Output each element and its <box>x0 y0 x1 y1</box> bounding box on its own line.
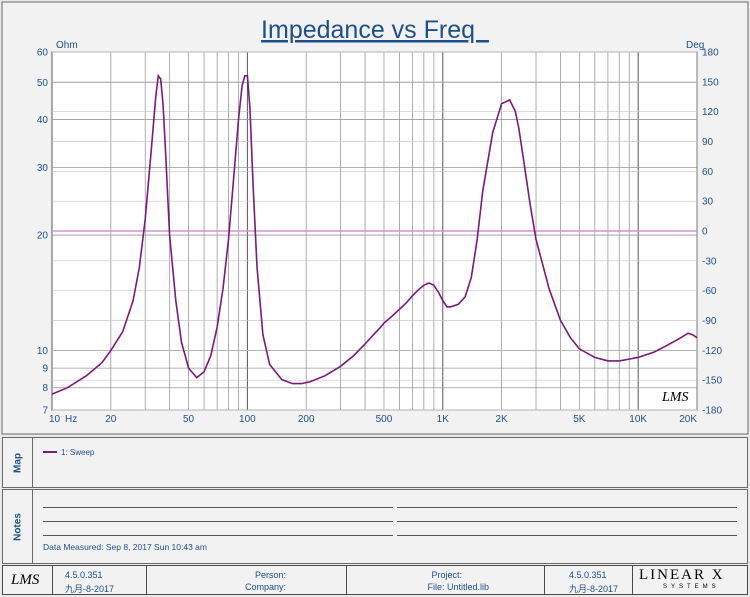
notes-line <box>43 535 393 536</box>
x-tick-label: 50 <box>183 414 195 425</box>
footer-person-cell: Person: Company: <box>147 566 347 594</box>
y2-tick-label: -120 <box>702 346 722 357</box>
notes-line <box>397 521 737 522</box>
notes-label: Notes <box>12 512 23 541</box>
y-unit-label: Ohm <box>56 40 78 51</box>
y2-tick-label: 90 <box>702 137 714 148</box>
x-tick-label: 10 <box>49 414 61 425</box>
y-tick-label: 20 <box>37 231 49 242</box>
x-tick-label: 20K <box>679 414 697 425</box>
impedance-chart: Impedance vs Freq Ohm Deg 7 8 9 10 20 30 40 50 6… <box>1 1 749 435</box>
footer-company-label: Company: <box>244 582 286 592</box>
data-measured: Data Measured: Sep 8, 2017 Sun 10:43 am <box>43 542 207 552</box>
y-tick-label: 40 <box>37 115 49 126</box>
brand-sub: SYSTEMS <box>663 584 720 590</box>
notes-line <box>397 535 737 536</box>
x-tick-label: 2K <box>495 414 508 425</box>
footer-project-cell: Project: File: Untitled.lib <box>347 566 545 594</box>
legend-swatch <box>43 451 57 453</box>
x-tick-label: 100 <box>239 414 256 425</box>
y2-tick-label: 0 <box>702 227 708 238</box>
y2-tick-label: -150 <box>702 376 722 387</box>
x-tick-label: 5K <box>573 414 586 425</box>
x-tick-label: 10K <box>629 414 647 425</box>
notes-panel: Notes Data Measured: Sep 8, 2017 Sun 10:… <box>2 489 748 564</box>
y-tick-label: 60 <box>37 48 49 59</box>
notes-line <box>43 521 393 522</box>
x-tick-label: 20 <box>105 414 117 425</box>
y-tick-label: 50 <box>37 78 49 89</box>
lms-watermark: LMS <box>661 390 688 405</box>
notes-line <box>397 507 737 508</box>
x-unit-label: Hz <box>65 414 77 425</box>
footer-version2-cell: 4.5.0.351 九月-8-2017 <box>545 566 633 594</box>
chart-title: Impedance vs Freq <box>261 16 489 44</box>
y2-tick-label: 180 <box>702 48 719 59</box>
x-tick-label: 200 <box>298 414 315 425</box>
footer-date: 九月-8-2017 <box>65 584 115 594</box>
brand-logo: LINEAR X <box>639 567 725 583</box>
series-line-sweep <box>51 73 698 395</box>
y-tick-label: 7 <box>42 406 48 417</box>
y2-tick-label: -90 <box>702 316 717 327</box>
footer-bar: LMS 4.5.0.351 九月-8-2017 Person: Company:… <box>2 565 748 595</box>
y2-tick-labels: -180 -150 -120 -90 -60 -30 0 30 60 90 120 150 180 <box>702 48 722 417</box>
notes-side-label: Notes <box>3 490 33 563</box>
y2-tick-label: -30 <box>702 256 717 267</box>
footer-brand-cell: LINEAR X SYSTEMS <box>633 566 747 594</box>
footer-logo-cell: LMS <box>3 566 53 594</box>
footer-file-label: File: Untitled.lib <box>427 582 489 592</box>
footer-date2: 九月-8-2017 <box>569 584 619 594</box>
y-tick-label: 30 <box>37 163 49 174</box>
y2-tick-label: -180 <box>702 406 722 417</box>
legend-entry[interactable]: 1: Sweep <box>43 446 94 458</box>
y2-unit-label: Deg <box>686 40 704 51</box>
footer-person-label: Person: <box>254 570 286 580</box>
y2-tick-label: -60 <box>702 286 717 297</box>
y-tick-label: 10 <box>37 346 49 357</box>
footer-version2: 4.5.0.351 <box>569 570 607 580</box>
footer-version: 4.5.0.351 <box>65 570 103 580</box>
y2-tick-label: 120 <box>702 107 719 118</box>
notes-line <box>43 507 393 508</box>
footer-version-cell: 4.5.0.351 九月-8-2017 <box>53 566 147 594</box>
x-tick-labels: 10 20 50 100 200 500 1K 2K 5K 10K 20K <box>49 414 697 425</box>
x-tick-label: 500 <box>376 414 393 425</box>
map-label: Map <box>12 452 23 473</box>
y2-tick-label: 30 <box>702 197 714 208</box>
y2-tick-label: 150 <box>702 77 719 88</box>
map-side-label: Map <box>3 438 33 487</box>
footer-lms-logo: LMS <box>11 572 40 588</box>
x-tick-label: 1K <box>437 414 450 425</box>
y-tick-label: 9 <box>42 364 48 375</box>
legend-label: 1: Sweep <box>61 447 95 457</box>
y2-tick-label: 60 <box>702 167 714 178</box>
footer-project-label: Project: <box>431 570 462 580</box>
y-tick-label: 8 <box>42 383 48 394</box>
map-panel: Map 1: Sweep <box>2 437 748 488</box>
y-tick-labels: 7 8 9 10 20 30 40 50 60 <box>37 48 49 417</box>
